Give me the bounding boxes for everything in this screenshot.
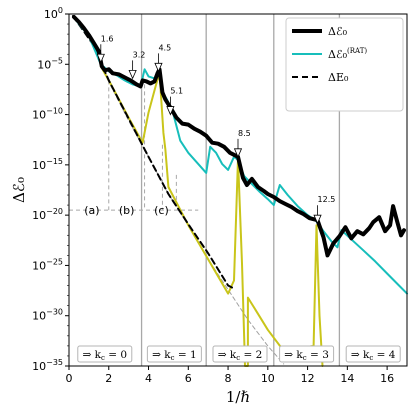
x-tick-label-6: 12 [301, 372, 315, 385]
annotation-label-1: 3.2 [133, 50, 146, 59]
kc-label-3: ⇒ kc = 3 [284, 349, 329, 362]
x-tick-label-4: 8 [225, 372, 232, 385]
annotation-label-3: 5.1 [170, 87, 183, 96]
y-tick-label-4: 10−20 [32, 207, 63, 222]
kc-box-4 [345, 345, 401, 363]
kc-box-0 [77, 345, 133, 363]
x-ticks: 0 2 4 6 8 10 12 14 16 [66, 366, 394, 385]
plot-frame [68, 13, 408, 367]
x-tick-label-3: 6 [185, 372, 192, 385]
annotation-arrow-head-0 [96, 53, 105, 64]
x-tick-label-1: 2 [105, 372, 112, 385]
annotations: 1.6 3.2 4.5 5.1 8.5 12.5 [96, 34, 336, 225]
annotation-label-5: 12.5 [318, 195, 336, 204]
y-axis-title: Δℰ₀ [10, 177, 28, 203]
annotation-arrow-head-3 [166, 106, 175, 116]
series-line-0 [72, 15, 406, 258]
y-tick-label-7: 10−35 [32, 358, 63, 373]
y-tick-label-0: 100 [44, 6, 63, 21]
legend: Δℰ₀ Δℰ₀(RAT) ΔE₀ [285, 17, 404, 112]
legend-entry-rat: Δℰ₀(RAT) [328, 47, 367, 61]
kc-label-1: ⇒ kc = 1 [152, 349, 197, 362]
region-label-0: (a) [84, 204, 99, 217]
legend-box [285, 17, 404, 112]
region-label-1: (b) [119, 204, 135, 217]
y-tick-label-3: 10−15 [32, 157, 63, 172]
y-tick-label-1: 10−5 [37, 56, 63, 71]
kc-boxes: ⇒ kc = 0 ⇒ kc = 1 ⇒ kc = 2 ⇒ kc = 3 ⇒ kc = 4 [77, 345, 401, 363]
x-tick-label-0: 0 [66, 372, 73, 385]
annotation-label-4: 8.5 [238, 129, 251, 138]
kc-box-2 [212, 345, 268, 363]
kc-label-0: ⇒ kc = 0 [82, 349, 127, 362]
annotation-arrow-head-2 [154, 62, 163, 73]
x-tick-label-2: 4 [145, 372, 152, 385]
y-tick-label-5: 10−25 [32, 257, 63, 272]
annotation-arrow-head-1 [128, 69, 137, 80]
kc-label-2: ⇒ kc = 2 [218, 349, 263, 362]
x-tick-label-5: 10 [261, 372, 275, 385]
annotation-label-2: 4.5 [158, 43, 171, 52]
region-labels: (a) (b) (c) [84, 204, 169, 217]
legend-entry-dashed: ΔE₀ [328, 71, 349, 84]
x-tick-label-8: 16 [380, 372, 394, 385]
kc-box-3 [279, 345, 335, 363]
annotation-arrow-head-4 [233, 148, 243, 158]
legend-entry-exact: Δℰ₀ [328, 25, 348, 38]
y-tick-label-6: 10−30 [32, 308, 63, 323]
x-tick-label-7: 14 [340, 372, 354, 385]
annotation-arrow-head-5 [313, 214, 322, 225]
series-line-4 [100, 65, 285, 365]
y-ticks: 100 10−5 10−10 10−15 10−20 10−25 10−30 10−35 [32, 6, 69, 373]
y-tick-label-2: 10−10 [32, 107, 63, 122]
annotation-label-0: 1.6 [101, 34, 114, 43]
kc-box-1 [146, 345, 202, 363]
kc-label-4: ⇒ kc = 4 [351, 349, 396, 362]
x-axis-title: 1/ℏ [226, 388, 250, 406]
region-label-2: (c) [154, 204, 169, 217]
